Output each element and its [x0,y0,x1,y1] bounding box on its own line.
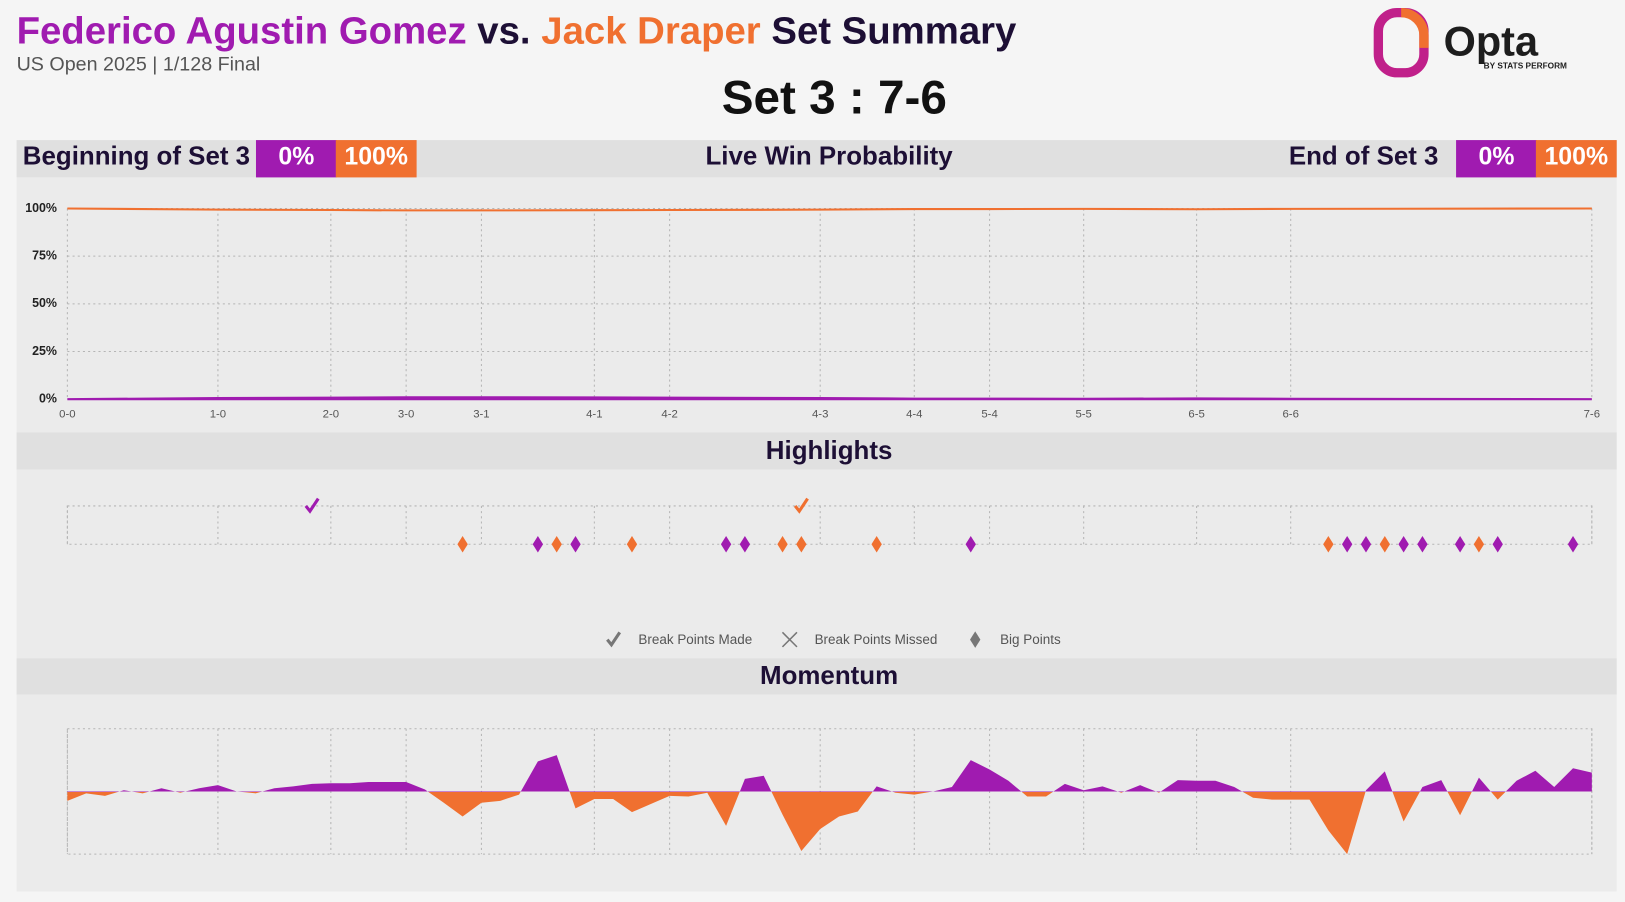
y-tick-label: 0% [39,391,57,405]
legend-label: Break Points Missed [815,632,938,647]
highlight-point [532,535,544,553]
win-box [255,140,337,178]
legend-icon [781,631,798,648]
player-1: Federico Agustin Gomez [17,9,467,52]
win-box [335,140,417,178]
highlight-point [551,535,562,553]
highlight-point [1323,535,1334,553]
legend-label: Break Points Made [638,632,752,647]
legend-icon [970,631,981,648]
logo: Opta BY STATS PERFORM [1373,7,1567,78]
x-tick-label: 4-4 [906,409,922,421]
x-tick-label: 2-0 [323,409,339,421]
x-tick-label: 6-5 [1188,409,1204,421]
section-band [16,658,1617,695]
win-box [1535,140,1617,178]
x-tick-label: 0-0 [59,409,75,421]
section-title: Live Win Probability [705,143,953,171]
highlight-point [793,497,809,514]
momentum-positive [67,755,1592,792]
panel [16,469,1617,659]
win-label: 100% [1544,142,1608,170]
begin-label: Beginning of Set 3 [23,143,250,171]
y-tick-label: 25% [32,344,57,358]
y-tick-label: 50% [32,296,57,310]
highlight-point [796,535,807,553]
win-area [67,396,1592,401]
win-label: 0% [278,142,314,170]
highlight-point [1492,535,1503,553]
momentum-negative [67,791,1506,855]
title-suffix: Set Summary [771,9,1017,52]
win-label: 100% [344,142,408,170]
y-tick-label: 75% [32,248,57,262]
x-tick-label: 3-1 [473,409,489,421]
end-label: End of Set 3 [1289,143,1439,171]
highlight-point [739,535,751,553]
win-label: 0% [1479,142,1515,170]
x-tick-label: 7-6 [1584,409,1600,421]
grid-box [66,505,1593,545]
section-title: Highlights [766,437,893,465]
logo-text: Opta [1444,18,1539,65]
section-band [16,432,1617,470]
panel [16,177,1617,433]
highlight-point [965,535,976,553]
highlight-point [626,535,638,553]
highlight-point [720,535,732,553]
highlight-point [457,535,468,553]
legend-label: Big Points [1000,632,1061,647]
x-tick-label: 1-0 [210,409,226,421]
x-tick-label: 3-0 [398,409,414,421]
x-tick-label: 4-1 [586,409,602,421]
x-tick-label: 5-5 [1075,409,1091,421]
win-box [1456,140,1537,178]
highlight-point [777,535,788,553]
highlight-point [871,535,882,553]
legend-icon [606,631,622,648]
section-title: Momentum [760,662,898,690]
x-tick-label: 5-4 [981,409,997,421]
logo-sub: BY STATS PERFORM [1484,61,1567,71]
highlight-point [1417,535,1428,553]
highlight-point [570,535,581,553]
x-tick-label: 4-2 [661,409,677,421]
x-tick-label: 6-6 [1282,409,1298,421]
title: Federico Agustin Gomez vs. Jack Draper S… [17,9,1017,52]
highlight-point [304,497,320,514]
y-tick-label: 100% [25,201,57,215]
vs: vs. [477,9,530,52]
x-tick-label: 4-3 [812,409,828,421]
subtitle: US Open 2025 | 1/128 Final [17,54,261,76]
score: Set 3 : 7-6 [722,71,947,124]
highlight-point [1360,535,1372,553]
player-2: Jack Draper [541,9,761,52]
win-line [67,207,1592,212]
logo-mark [1400,7,1429,48]
